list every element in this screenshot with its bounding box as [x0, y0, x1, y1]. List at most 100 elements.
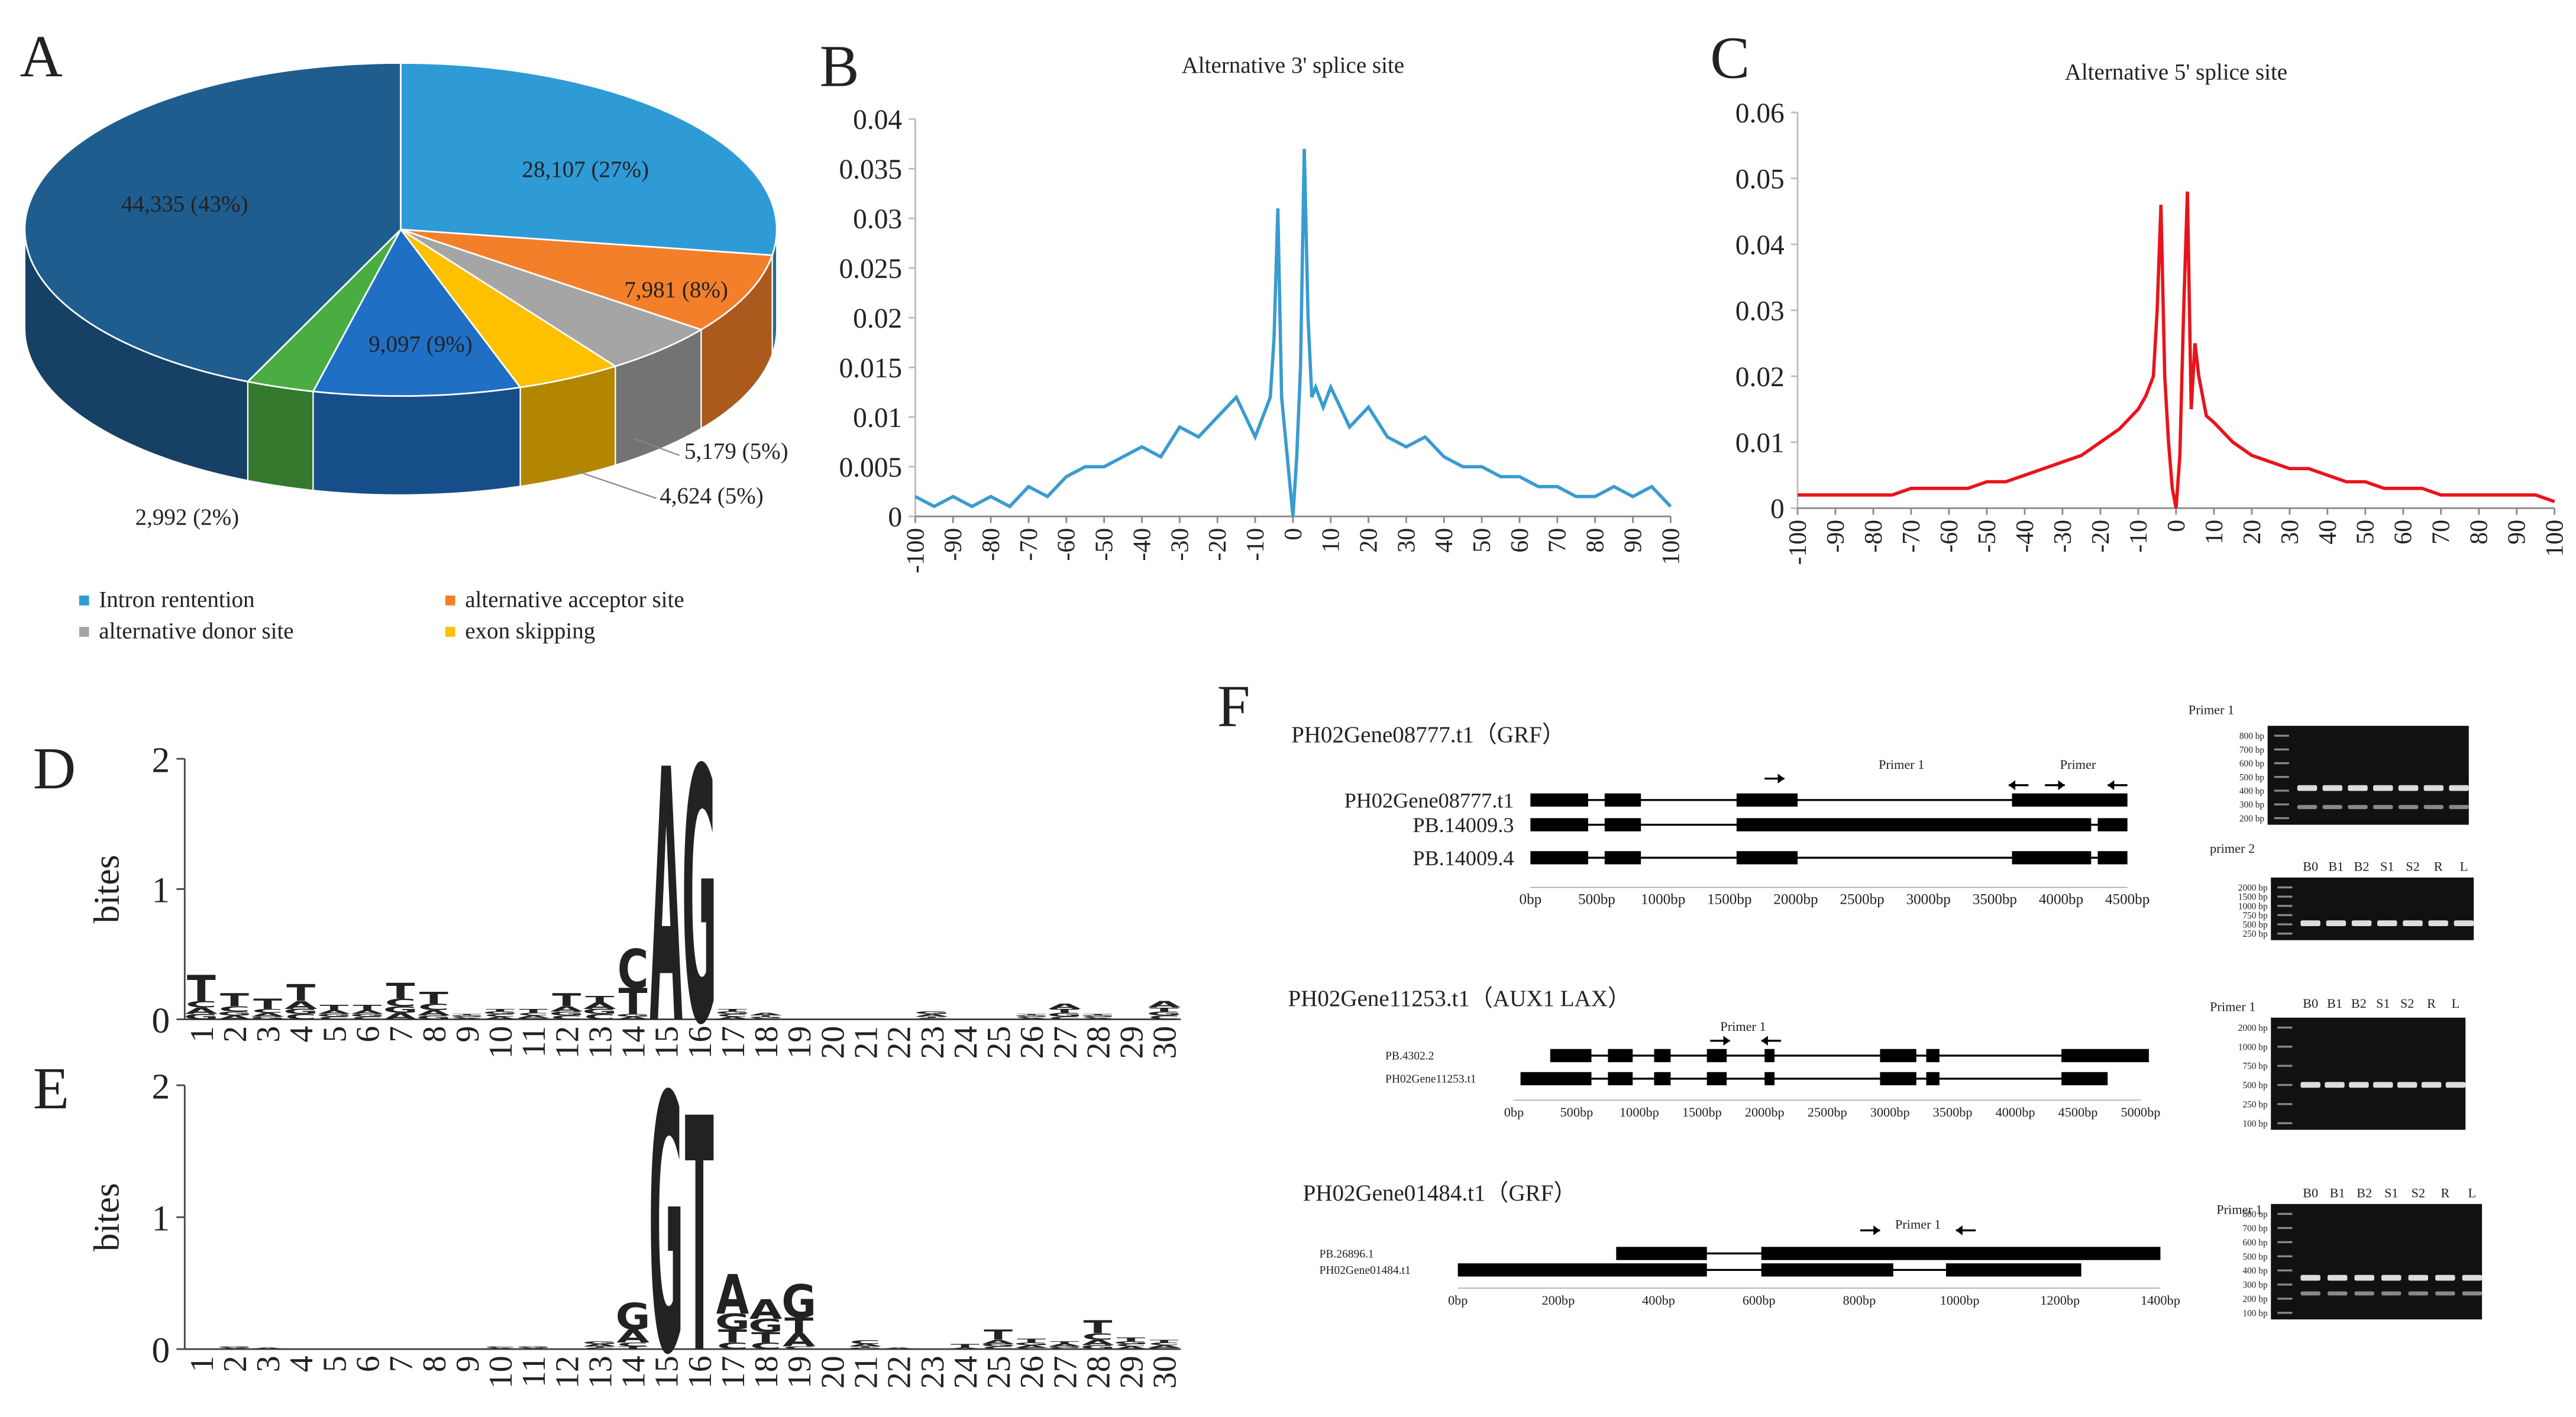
- logo-letter: T: [1050, 1008, 1079, 1014]
- legend-marker: [79, 596, 89, 606]
- x-tick-label: 20: [815, 1026, 851, 1059]
- exon: [1530, 818, 1588, 832]
- panel-label: C: [1710, 25, 1750, 91]
- scale-label: 1000bp: [1641, 891, 1685, 907]
- primer-arrow-head: [1761, 1036, 1768, 1046]
- legend-marker: [445, 626, 455, 637]
- ladder-label: 500 bp: [2242, 1080, 2267, 1091]
- exon: [1530, 793, 1588, 807]
- logo-letter: A: [517, 1015, 550, 1019]
- y-tick-label: 0.03: [853, 204, 902, 235]
- gel-band: [2349, 1082, 2369, 1088]
- logo-letter: T: [585, 1346, 614, 1348]
- logo-letter: G: [748, 1315, 783, 1336]
- x-tick-label: 20: [2239, 520, 2266, 545]
- x-tick-label: 8: [416, 1355, 453, 1372]
- logo-letter: G: [616, 1296, 651, 1338]
- x-tick-label: 80: [1582, 528, 1609, 553]
- logo-letter: G: [1014, 1015, 1049, 1017]
- scale-label: 500bp: [1560, 1105, 1594, 1120]
- scale-label: 1200bp: [2040, 1293, 2080, 1308]
- ladder-band: [2277, 1241, 2293, 1244]
- ladder-band: [2274, 762, 2289, 765]
- lane-label: S2: [2406, 859, 2420, 874]
- gel-image: [2271, 1204, 2483, 1319]
- primer-arrow-head: [1873, 1225, 1880, 1235]
- logo-letter: T: [552, 990, 581, 1011]
- logo-letter: C: [982, 1346, 1014, 1350]
- gel-band: [2435, 1291, 2455, 1296]
- y-tick-label: 0.04: [853, 105, 902, 135]
- logo-letter: A: [1081, 1338, 1114, 1347]
- logo-letter: T: [253, 995, 283, 1012]
- gel-band: [2398, 805, 2419, 810]
- x-tick-label: 28: [1080, 1355, 1117, 1389]
- x-tick-label: -10: [2125, 520, 2152, 553]
- x-tick-label: 12: [549, 1355, 586, 1389]
- pie-slice: [400, 228, 703, 367]
- logo-letter: A: [916, 1014, 949, 1018]
- logo-letter: T: [619, 1346, 648, 1350]
- logo-letter: T: [718, 1008, 747, 1012]
- exon: [1736, 851, 1798, 865]
- logo-letter: T: [784, 1314, 813, 1338]
- x-tick-label: 19: [781, 1355, 818, 1389]
- x-tick-label: 17: [715, 1355, 752, 1389]
- x-tick-label: 16: [682, 1026, 719, 1059]
- x-tick-label: 27: [1047, 1026, 1084, 1059]
- x-tick-label: 14: [616, 1026, 652, 1059]
- logo-letter: T: [486, 1008, 515, 1012]
- x-tick-label: 10: [2201, 520, 2228, 545]
- logo-letter: A: [484, 1016, 517, 1020]
- x-tick-label: -90: [1822, 520, 1850, 553]
- logo-letter: T: [419, 989, 448, 1008]
- ladder-label: 250 bp: [2242, 1099, 2267, 1109]
- logo-letter: A: [285, 999, 318, 1011]
- logo-letter: T: [519, 1008, 548, 1014]
- scale-label: 0bp: [1520, 891, 1542, 907]
- y-tick-label: 0.015: [839, 353, 902, 384]
- gel-image: [2271, 1017, 2466, 1130]
- gel-band: [2348, 805, 2368, 810]
- primer-label: Primer 1: [1879, 757, 1924, 772]
- scale-label: 1000bp: [1940, 1293, 1980, 1308]
- scale-label: 0bp: [1448, 1293, 1468, 1308]
- x-tick-label: 80: [2466, 520, 2493, 545]
- x-tick-label: 50: [2352, 520, 2380, 545]
- exon: [1654, 1049, 1671, 1063]
- logo-letter: C: [783, 1346, 815, 1350]
- logo-letter: C: [219, 1005, 250, 1013]
- x-tick-label: 70: [2428, 520, 2455, 545]
- exon: [2012, 793, 2128, 807]
- logo-letter: A: [982, 1339, 1015, 1345]
- logo-letter: C: [618, 939, 649, 1001]
- x-tick-label: 16: [682, 1355, 719, 1389]
- gel-title: primer 2: [2210, 841, 2255, 856]
- logo-letter: C: [484, 1014, 516, 1018]
- transcript-name: PH02Gene01484.t1: [1319, 1264, 1410, 1277]
- exon: [1764, 1072, 1775, 1086]
- logo-letter: A: [218, 1347, 252, 1350]
- logo-letter: A: [1148, 999, 1181, 1010]
- scale-label: 1400bp: [2141, 1293, 2180, 1308]
- logo-letter: A: [749, 1294, 783, 1325]
- primer-arrow-head: [1723, 1036, 1730, 1046]
- scale-label: 2000bp: [1773, 891, 1818, 907]
- lane-label: B2: [2357, 1186, 2372, 1201]
- logo-letter: C: [285, 1013, 316, 1021]
- ladder-label: 800 bp: [2239, 732, 2264, 742]
- lane-label: L: [2468, 1186, 2477, 1201]
- x-tick-label: 10: [1318, 528, 1345, 553]
- exon: [1926, 1049, 1940, 1063]
- x-tick-label: 21: [848, 1026, 885, 1059]
- ladder-label: 500 bp: [2239, 772, 2264, 782]
- ladder-label: 200 bp: [2242, 1295, 2267, 1305]
- logo-letter: T: [319, 1004, 348, 1012]
- logo-letter: C: [717, 1341, 748, 1351]
- lane-label: S1: [2380, 859, 2394, 874]
- x-tick-label: 19: [781, 1026, 818, 1059]
- scale-label: 1000bp: [1620, 1105, 1659, 1120]
- exon: [1654, 1072, 1671, 1086]
- primer-arrow-head: [2058, 780, 2065, 791]
- primer-arrow-head: [2108, 780, 2115, 791]
